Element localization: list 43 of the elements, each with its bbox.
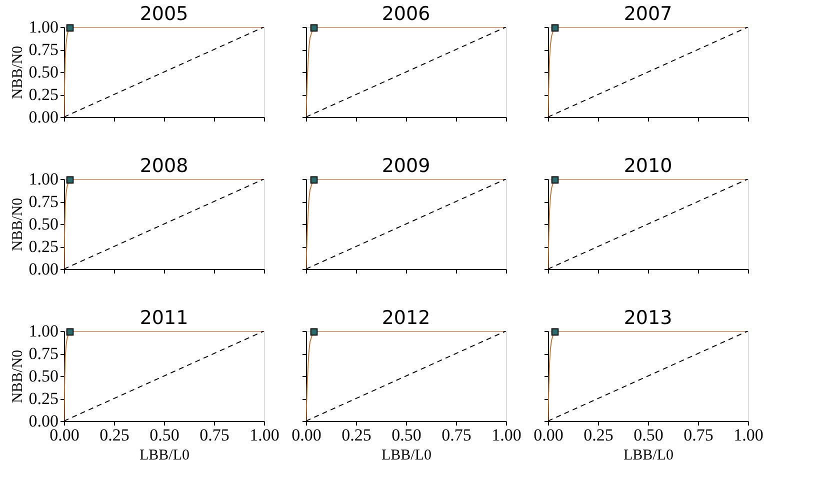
chart-title: 2008 (140, 155, 188, 177)
y-tick-label: 1.00 (28, 18, 58, 36)
y-tick-label: 1.00 (28, 322, 58, 340)
y-axis-title: NBB/N0 (10, 46, 26, 100)
chart-title: 2009 (382, 155, 430, 177)
chart-title: 2011 (140, 307, 188, 329)
x-tick-label: 0.00 (534, 426, 564, 444)
x-tick-label: 1.00 (734, 426, 764, 444)
x-tick-label: 0.75 (442, 426, 472, 444)
x-tick-label: 0.50 (392, 426, 422, 444)
x-axis-title: LBB/L0 (623, 448, 674, 464)
x-tick-label: 0.25 (342, 426, 372, 444)
y-tick-label: 0.75 (28, 344, 58, 363)
chart-title: 2013 (624, 307, 672, 329)
y-tick-label: 0.75 (28, 192, 58, 211)
y-tick-label: 0.25 (28, 85, 58, 104)
y-tick-label: 0.25 (28, 389, 58, 408)
y-tick-label: 0.75 (28, 40, 58, 59)
y-axis-title: NBB/N0 (10, 198, 26, 252)
y-tick-label: 0.50 (28, 62, 58, 82)
chart-title: 2010 (624, 155, 672, 177)
x-axis-title: LBB/L0 (381, 448, 432, 464)
x-tick-label: 0.00 (292, 426, 322, 444)
chart-title: 2012 (382, 307, 430, 329)
y-tick-label: 0.25 (28, 237, 58, 256)
y-tick-label: 0.00 (28, 108, 58, 126)
chart-title: 2005 (140, 3, 188, 25)
x-tick-label: 0.50 (634, 426, 664, 444)
chart-title: 2007 (624, 3, 672, 25)
x-axis-title: LBB/L0 (139, 448, 190, 464)
y-tick-label: 1.00 (28, 170, 58, 188)
x-tick-label: 0.25 (584, 426, 614, 444)
y-axis-title: NBB/N0 (10, 350, 26, 404)
chart-title: 2006 (382, 3, 430, 25)
y-tick-label: 0.50 (28, 366, 58, 386)
x-tick-label: 0.75 (200, 426, 230, 444)
x-tick-label: 1.00 (250, 426, 280, 444)
x-tick-label: 1.00 (492, 426, 522, 444)
x-tick-label: 0.50 (150, 426, 180, 444)
y-tick-label: 0.00 (28, 260, 58, 278)
y-tick-label: 0.50 (28, 214, 58, 234)
x-tick-label: 0.75 (684, 426, 714, 444)
x-tick-label: 0.25 (100, 426, 130, 444)
